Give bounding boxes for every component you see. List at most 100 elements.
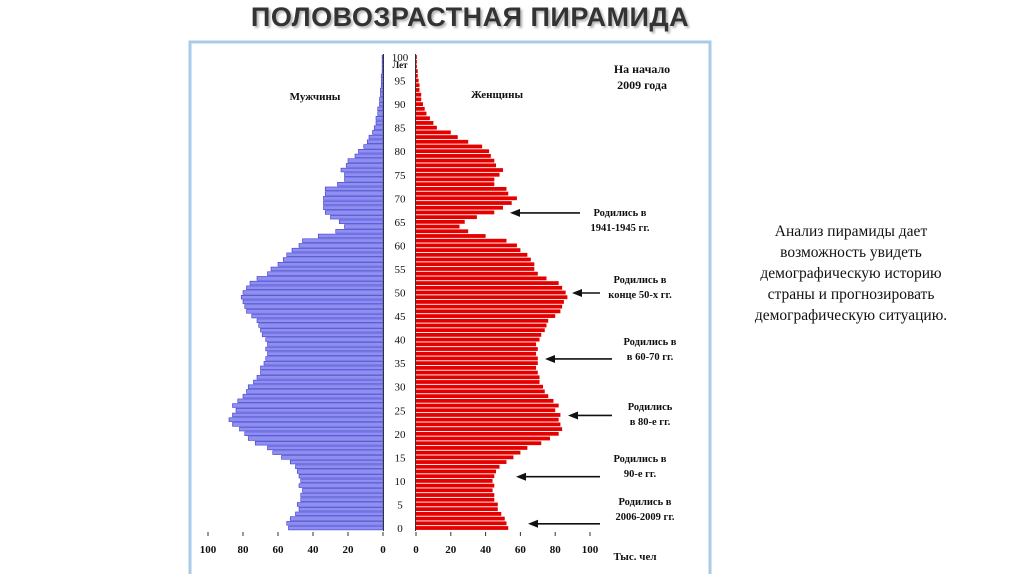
bar — [291, 247, 384, 253]
bar — [381, 68, 384, 74]
bar — [302, 488, 384, 493]
bar — [232, 422, 384, 427]
bar — [416, 125, 437, 130]
bar — [416, 460, 507, 464]
bar — [416, 417, 559, 422]
bar — [416, 55, 417, 59]
bar — [416, 281, 559, 285]
bar — [347, 158, 384, 163]
bar — [323, 200, 384, 206]
bar — [256, 276, 384, 281]
bar — [239, 426, 384, 432]
bar — [416, 446, 528, 450]
bar — [345, 163, 384, 168]
bar — [300, 478, 384, 484]
y-tick-label: 95 — [395, 76, 407, 88]
bar — [416, 285, 563, 290]
bar — [381, 59, 384, 64]
bar — [286, 252, 384, 258]
bar — [416, 252, 528, 257]
bar — [246, 309, 384, 314]
bar — [416, 69, 418, 74]
y-tick-label: 75 — [395, 170, 407, 182]
bar — [232, 403, 384, 408]
bar — [244, 431, 384, 436]
bar — [416, 121, 434, 125]
bar — [416, 455, 514, 460]
bar — [416, 441, 542, 446]
bar — [256, 318, 384, 323]
bar — [302, 238, 384, 243]
slide-text-line: Анализ пирамиды дает — [774, 223, 928, 240]
bar — [416, 361, 538, 366]
bar — [289, 459, 384, 465]
bar — [416, 300, 564, 304]
annotation: Родились в — [614, 454, 667, 465]
bar — [295, 511, 384, 517]
bar — [416, 384, 544, 389]
bar — [416, 248, 521, 253]
bar — [416, 139, 469, 144]
bar — [416, 526, 509, 530]
bar — [263, 360, 384, 366]
bar — [256, 375, 384, 380]
slide-text-line: страны и прогнозировать — [767, 286, 935, 303]
bar — [416, 219, 465, 224]
bar — [416, 328, 545, 333]
slide-text-line: возможность увидеть — [780, 244, 922, 261]
bar — [416, 323, 547, 328]
bar — [416, 521, 507, 526]
bar — [323, 196, 384, 201]
bar — [416, 295, 568, 300]
bar — [416, 351, 537, 356]
y-tick-label: 80 — [395, 146, 407, 158]
annotation: в 80-е гг. — [630, 417, 671, 428]
bar — [298, 473, 384, 479]
bar — [416, 332, 542, 337]
bar — [344, 224, 384, 229]
bar — [416, 88, 420, 92]
annotation: Родились в — [594, 208, 647, 219]
x-tick-label: 60 — [515, 544, 527, 556]
bar — [379, 97, 384, 102]
bar — [416, 342, 537, 347]
bar — [416, 483, 495, 488]
arrow-head — [572, 289, 582, 297]
bar — [416, 304, 563, 309]
bar — [416, 262, 535, 267]
bar — [416, 64, 417, 69]
bar — [416, 493, 495, 497]
bar — [363, 144, 384, 149]
bar — [344, 172, 384, 177]
bar — [298, 243, 384, 248]
bar — [416, 234, 486, 238]
note: 2009 года — [617, 78, 667, 92]
bar — [381, 64, 384, 69]
bar — [265, 346, 384, 352]
bar — [232, 412, 384, 418]
y-tick-label: 5 — [397, 499, 403, 511]
x-tick-label: 100 — [582, 544, 599, 556]
bar — [258, 323, 384, 328]
y-tick-label: 40 — [395, 335, 407, 347]
bar — [324, 186, 384, 192]
bar — [416, 158, 495, 163]
bar — [416, 116, 430, 121]
bar — [416, 450, 521, 455]
bar — [295, 464, 384, 469]
bar — [416, 130, 451, 135]
y-tick-label: 55 — [395, 264, 407, 276]
bar — [416, 257, 531, 262]
annotation: 2006-2009 гг. — [615, 512, 674, 523]
y-axis-label: Лет — [392, 60, 408, 70]
bar — [416, 102, 423, 106]
bar — [298, 506, 384, 512]
bar — [344, 177, 384, 182]
bar — [416, 172, 500, 177]
bar — [277, 262, 384, 267]
x-tick-label: 100 — [200, 544, 217, 556]
bar — [416, 238, 507, 243]
bar — [416, 149, 490, 154]
